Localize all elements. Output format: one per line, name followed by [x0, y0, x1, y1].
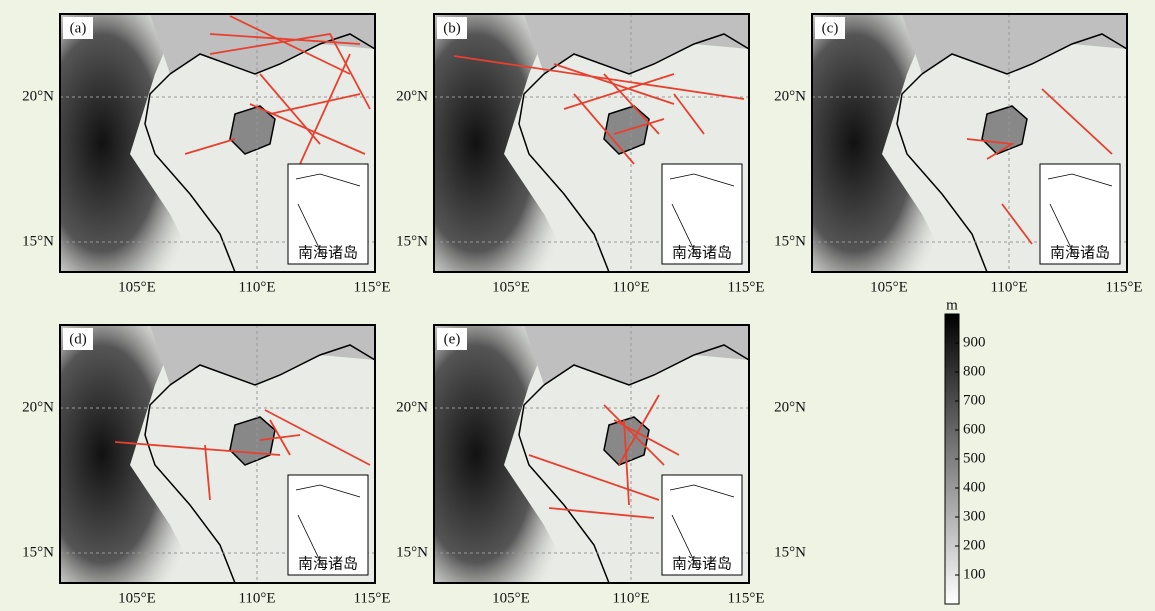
- map-panel: 南海诸岛 (a): [60, 14, 375, 272]
- lon-label: 115°E: [1105, 279, 1142, 295]
- lat-label: 20°N: [396, 88, 428, 104]
- lon-label: 110°E: [238, 590, 275, 606]
- lon-label: 115°E: [353, 279, 390, 295]
- lat-label: 20°N: [774, 399, 806, 415]
- inset-label: 南海诸岛: [672, 555, 732, 572]
- panel-label: (c): [822, 20, 839, 36]
- lat-label: 15°N: [396, 544, 428, 560]
- lon-label: 105°E: [118, 590, 156, 606]
- panel-label: (e): [444, 331, 461, 347]
- lon-label: 115°E: [353, 590, 390, 606]
- inset-label: 南海诸岛: [298, 555, 358, 572]
- lat-label: 15°N: [774, 233, 806, 249]
- map-panel: 南海诸岛 (c): [812, 14, 1127, 272]
- lat-label: 20°N: [774, 88, 806, 104]
- lat-label: 20°N: [22, 88, 54, 104]
- lat-label: 15°N: [22, 233, 54, 249]
- lon-label: 110°E: [990, 279, 1027, 295]
- map-panel: 南海诸岛 (b): [434, 14, 749, 272]
- panel-label: (d): [69, 331, 87, 347]
- colorbar-tick-label: 800: [963, 363, 986, 379]
- colorbar-unit: m: [946, 297, 958, 313]
- lon-label: 110°E: [612, 590, 649, 606]
- map-panel: 南海诸岛 (d): [60, 325, 375, 583]
- lon-label: 115°E: [727, 279, 764, 295]
- lat-label: 15°N: [774, 544, 806, 560]
- lon-label: 115°E: [727, 590, 764, 606]
- lon-label: 110°E: [238, 279, 275, 295]
- colorbar-tick-label: 600: [963, 421, 986, 437]
- colorbar-tick-label: 700: [963, 392, 986, 408]
- lon-label: 105°E: [870, 279, 908, 295]
- lon-label: 110°E: [612, 279, 649, 295]
- colorbar-tick-label: 300: [963, 508, 986, 524]
- map-panel: 南海诸岛 (e): [434, 325, 749, 583]
- colorbar-tick-label: 100: [963, 566, 986, 582]
- colorbar-tick-label: 200: [963, 537, 986, 553]
- figure: 南海诸岛 (a) 20°N 15°N 105°E 110°E 115°E 南海诸岛 (b) 20°…: [0, 0, 1155, 611]
- colorbar-tick-label: 400: [963, 479, 986, 495]
- inset-label: 南海诸岛: [672, 244, 732, 261]
- lon-label: 105°E: [492, 279, 530, 295]
- panel-label: (b): [443, 20, 461, 36]
- colorbar-tick-label: 500: [963, 450, 986, 466]
- lat-label: 15°N: [22, 544, 54, 560]
- lon-label: 105°E: [492, 590, 530, 606]
- colorbar-tick-label: 900: [963, 334, 986, 350]
- panel-label: (a): [70, 20, 87, 36]
- inset-label: 南海诸岛: [298, 244, 358, 261]
- inset-label: 南海诸岛: [1050, 244, 1110, 261]
- lat-label: 20°N: [396, 399, 428, 415]
- lon-label: 105°E: [118, 279, 156, 295]
- lat-label: 15°N: [396, 233, 428, 249]
- lat-label: 20°N: [22, 399, 54, 415]
